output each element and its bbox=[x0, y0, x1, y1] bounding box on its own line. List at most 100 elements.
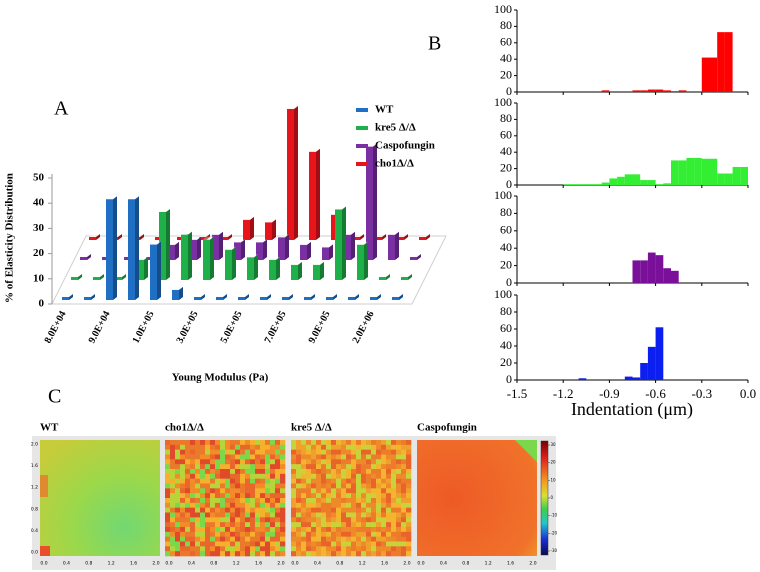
heatmap-cell bbox=[386, 512, 392, 518]
heatmap-cell bbox=[326, 507, 332, 513]
heatmap-cell bbox=[250, 507, 256, 513]
bar bbox=[353, 234, 364, 240]
heatmap-cell bbox=[341, 527, 347, 533]
heatmap-cell bbox=[180, 546, 186, 552]
heatmap-cell bbox=[165, 541, 171, 547]
heatmap-cell bbox=[245, 454, 251, 460]
heatmap-cell bbox=[240, 473, 246, 479]
bar-side-shade bbox=[100, 274, 104, 280]
heatmap-cell bbox=[240, 502, 246, 508]
heatmap-cell bbox=[210, 527, 216, 533]
heatmap-cell bbox=[401, 440, 407, 446]
heatmap-cell bbox=[396, 536, 402, 542]
heatmap-cell bbox=[185, 478, 191, 484]
heatmap-cell bbox=[376, 459, 382, 465]
bar-top bbox=[216, 294, 227, 297]
heatmap-cell bbox=[235, 507, 241, 513]
x-tick-label: 0.8 bbox=[336, 561, 343, 567]
bar-side-shade bbox=[272, 219, 276, 240]
heatmap-cell bbox=[291, 541, 297, 547]
heatmap-cell bbox=[175, 507, 181, 513]
heatmap-cell bbox=[311, 459, 317, 465]
heatmap-cell bbox=[190, 498, 196, 504]
heatmap-cell bbox=[265, 522, 271, 528]
heatmap-cell bbox=[371, 488, 377, 494]
heatmap-cell bbox=[165, 459, 171, 465]
bar-side-shade bbox=[276, 256, 280, 280]
heatmap-cell bbox=[215, 444, 221, 450]
heatmap-cell bbox=[180, 541, 186, 547]
heatmap-cell bbox=[366, 517, 372, 523]
bar-front bbox=[137, 259, 144, 280]
bar-front bbox=[238, 297, 245, 300]
heatmap-cell bbox=[240, 449, 246, 455]
heatmap-cell bbox=[190, 507, 196, 513]
heatmap-cell bbox=[170, 493, 176, 499]
heatmap-cell bbox=[371, 440, 377, 446]
bar bbox=[181, 231, 192, 280]
heatmap-cell bbox=[316, 507, 322, 513]
heatmap-cell bbox=[306, 444, 312, 450]
heatmap-cell bbox=[235, 440, 241, 446]
heatmap-cell bbox=[386, 488, 392, 494]
heatmap-cell bbox=[326, 531, 332, 537]
heatmap-cell bbox=[185, 498, 191, 504]
heatmap-cell bbox=[255, 541, 261, 547]
heatmap-cell bbox=[245, 483, 251, 489]
heatmap-cell bbox=[331, 531, 337, 537]
heatmap-cell bbox=[200, 522, 206, 528]
y-tick-label: 1.2 bbox=[31, 485, 38, 491]
heatmap-cell bbox=[341, 551, 347, 557]
heatmap-cell bbox=[270, 464, 276, 470]
heatmap-cell bbox=[205, 483, 211, 489]
heatmap-cell bbox=[391, 512, 397, 518]
heatmap-cell bbox=[170, 478, 176, 484]
heatmap-cell bbox=[336, 531, 342, 537]
bar-front bbox=[168, 244, 175, 260]
x-axis-label: Indentation (μm) bbox=[571, 399, 693, 420]
bar-top bbox=[80, 254, 91, 257]
histogram-bar bbox=[632, 174, 641, 185]
heatmap-cell bbox=[341, 488, 347, 494]
heatmap-cell bbox=[190, 459, 196, 465]
heatmap-cell bbox=[200, 478, 206, 484]
heatmap-cell bbox=[336, 488, 342, 494]
heatmap-cell bbox=[195, 469, 201, 475]
heatmap-cell bbox=[275, 478, 281, 484]
bar bbox=[238, 294, 249, 300]
heatmap bbox=[40, 440, 160, 556]
heatmap-cell bbox=[296, 454, 302, 460]
heatmap-cell bbox=[326, 488, 332, 494]
heatmap-cell bbox=[220, 488, 226, 494]
heatmap-cell bbox=[245, 493, 251, 499]
x-tick-label: 1.6 bbox=[130, 561, 137, 567]
histogram-bar bbox=[671, 270, 679, 283]
heatmap-cell bbox=[351, 527, 357, 533]
heatmap-cell bbox=[215, 541, 221, 547]
heatmap-cell bbox=[376, 551, 382, 557]
bar-front bbox=[278, 237, 285, 260]
heatmap-cell bbox=[361, 502, 367, 508]
bar-front bbox=[89, 237, 96, 240]
x-tick-label: -1.2 bbox=[553, 386, 574, 401]
heatmap-cell bbox=[185, 517, 191, 523]
heatmap-cell bbox=[291, 464, 297, 470]
heatmap-cell bbox=[260, 464, 266, 470]
histogram-bar bbox=[717, 32, 725, 92]
bar bbox=[194, 294, 205, 300]
heatmap-cell bbox=[245, 498, 251, 504]
heatmap-cell bbox=[376, 536, 382, 542]
x-tick-label: 3.0E+05 bbox=[175, 309, 201, 345]
histogram-bar bbox=[601, 182, 610, 185]
heatmap-cell bbox=[210, 541, 216, 547]
bar-top bbox=[309, 148, 320, 152]
bar-side bbox=[91, 294, 95, 300]
heatmap-cell bbox=[165, 444, 171, 450]
heatmap-cell bbox=[401, 536, 407, 542]
heatmap-cell bbox=[321, 483, 327, 489]
bar-top bbox=[335, 206, 346, 210]
bar bbox=[93, 274, 104, 280]
heatmap-cell bbox=[331, 469, 337, 475]
heatmap-cell bbox=[260, 473, 266, 479]
